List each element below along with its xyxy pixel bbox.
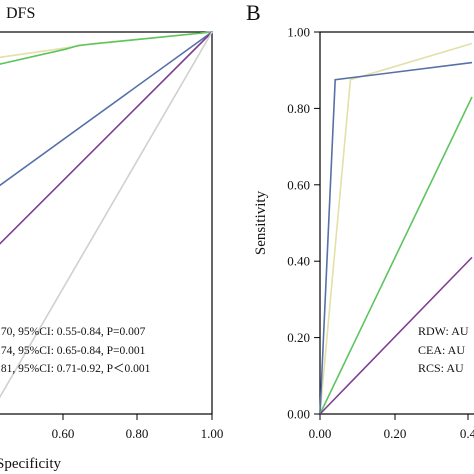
panel-b-y-tick-label: 0.40 xyxy=(287,254,310,269)
panel-a-annotation-3: .81, 95%CI: 0.71-0.92, P＜0.001 xyxy=(0,363,151,375)
panel-a-frame xyxy=(0,31,213,415)
panel-b-y-tick-label: 0.60 xyxy=(287,177,310,192)
panel-a-series-line-3 xyxy=(0,31,213,187)
panel-b-legend-rdw: RDW: AU xyxy=(418,324,469,338)
panel-a-series-line-2 xyxy=(0,31,213,65)
panel-b-frame xyxy=(319,31,474,415)
panel-b-x-tick-label: 0.4 xyxy=(460,426,474,441)
panel-b-y-ticks: 0.00 0.20 0.40 0.60 0.80 1.00 xyxy=(287,25,320,422)
panel-b-series-line-1 xyxy=(319,42,473,415)
panel-b-legend-rcs: RCS: AU xyxy=(418,361,464,375)
panel-b-y-tick-label: 1.00 xyxy=(287,25,310,40)
panel-b-y-tick-label: 0.00 xyxy=(287,407,310,422)
panel-b-x-tick-label: 0.20 xyxy=(384,426,407,441)
panel-a-annotation-2: .74, 95%CI: 0.65-0.84, P=0.001 xyxy=(0,345,146,357)
panel-b: B 0.00 0.20 0.40 0.60 0.80 1.00 0.00 0.20 0.4 S… xyxy=(246,0,474,441)
panel-b-label: B xyxy=(246,0,261,25)
panel-b-y-tick-label: 0.20 xyxy=(287,330,310,345)
panel-a-annotation-1: .70, 95%CI: 0.55-0.84, P=0.007 xyxy=(0,326,146,338)
panel-a-series-line-5 xyxy=(0,31,213,399)
panel-b-x-ticks: 0.00 0.20 0.4 xyxy=(309,414,474,441)
panel-b-series-line-4 xyxy=(319,256,473,415)
panel-a: DFS 0.60 0.80 1.00 .70, 95%CI: 0.55-0.84, … xyxy=(0,5,223,472)
panel-b-y-axis-label: Sensitivity xyxy=(253,190,269,255)
panel-a-x-axis-label: Specificity xyxy=(0,456,61,472)
panel-b-series-line-2 xyxy=(319,61,473,415)
panel-a-series xyxy=(0,31,213,399)
panel-a-x-ticks: 0.60 0.80 1.00 xyxy=(52,414,224,441)
panel-a-x-tick-label: 0.80 xyxy=(126,426,149,441)
panel-b-series-line-3 xyxy=(319,96,473,415)
panel-a-x-tick-label: 1.00 xyxy=(201,426,224,441)
panel-a-x-tick-label: 0.60 xyxy=(52,426,75,441)
panel-a-title: DFS xyxy=(6,5,35,22)
panel-b-legend-cea: CEA: AU xyxy=(418,343,465,357)
panel-b-y-tick-label: 0.80 xyxy=(287,101,310,116)
panel-a-series-line-4 xyxy=(0,31,213,245)
panel-b-x-tick-label: 0.00 xyxy=(309,426,332,441)
panel-b-series xyxy=(319,42,473,415)
